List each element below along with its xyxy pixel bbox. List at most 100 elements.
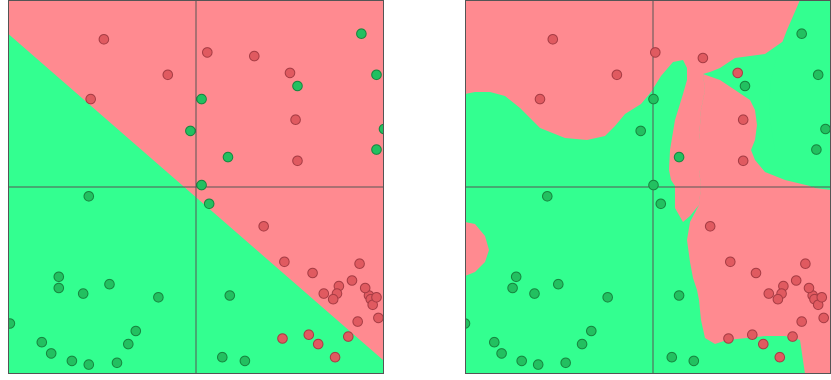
green-data-point-4 [292, 80, 303, 92]
red-data-point-21 [772, 293, 784, 305]
red-data-point-2 [534, 93, 546, 105]
green-data-point-2 [378, 123, 384, 135]
red-data-point-1 [611, 69, 623, 81]
red-data-point-14 [312, 338, 324, 350]
green-data-point-13 [489, 336, 500, 348]
green-data-point-11 [602, 292, 613, 303]
green-data-point-0 [796, 28, 808, 40]
red-data-point-8 [704, 221, 716, 232]
red-data-point-27 [373, 312, 384, 324]
red-data-point-5 [284, 67, 296, 79]
red-data-point-3 [202, 47, 213, 58]
green-data-point-0 [356, 28, 367, 40]
green-data-point-14 [496, 348, 507, 359]
green-data-point-20 [510, 271, 522, 283]
red-data-point-26 [816, 292, 828, 303]
green-data-point-8 [648, 179, 659, 191]
green-data-point-7 [673, 151, 685, 163]
red-data-point-21 [327, 293, 339, 305]
red-data-point-12 [277, 333, 288, 344]
red-data-point-15 [329, 351, 341, 363]
green-data-point-5 [196, 93, 207, 105]
green-data-point-26 [53, 282, 65, 294]
green-data-point-7 [222, 151, 234, 163]
green-data-point-25 [666, 351, 678, 363]
green-data-point-1 [812, 69, 824, 81]
green-data-point-2 [820, 123, 831, 135]
red-region-left-edge [465, 222, 489, 276]
red-data-point-13 [747, 329, 758, 341]
green-data-point-15 [516, 355, 528, 367]
red-data-point-11 [354, 258, 365, 270]
green-data-point-20 [53, 271, 65, 283]
red-data-point-28 [796, 316, 808, 327]
red-data-point-23 [359, 282, 371, 294]
green-data-point-22 [77, 288, 89, 299]
green-data-point-19 [123, 338, 134, 350]
red-data-point-0 [98, 34, 110, 45]
red-data-point-26 [371, 292, 382, 303]
green-data-point-17 [560, 357, 571, 369]
green-data-point-15 [66, 355, 78, 367]
red-data-point-28 [352, 316, 364, 327]
green-data-point-19 [576, 338, 588, 350]
green-data-point-18 [586, 325, 597, 337]
green-data-point-10 [542, 191, 553, 202]
red-data-point-17 [790, 275, 802, 286]
red-data-point-18 [318, 288, 330, 299]
red-data-point-6 [737, 114, 749, 125]
green-data-point-13 [36, 336, 48, 348]
red-data-point-4 [697, 52, 709, 64]
green-data-point-6 [635, 125, 646, 137]
red-data-point-11 [800, 258, 811, 270]
red-data-point-18 [763, 288, 775, 299]
red-data-point-16 [343, 331, 354, 342]
green-data-point-17 [111, 357, 123, 369]
red-data-point-7 [737, 155, 749, 167]
scatter-chart-linear-boundary [8, 0, 384, 374]
green-data-point-3 [371, 144, 382, 155]
red-data-point-4 [249, 50, 260, 62]
green-data-point-23 [673, 290, 685, 301]
green-data-point-12 [465, 318, 471, 329]
red-data-point-6 [290, 114, 301, 125]
plot-frame [8, 0, 384, 374]
green-data-point-26 [507, 282, 518, 294]
green-data-point-22 [529, 288, 540, 299]
red-data-point-13 [303, 329, 315, 341]
green-data-point-24 [239, 355, 251, 367]
green-data-point-1 [371, 69, 382, 81]
red-data-point-3 [650, 47, 661, 58]
green-data-point-9 [203, 198, 215, 210]
red-region-right-lobe [687, 74, 831, 374]
red-data-point-17 [346, 275, 358, 286]
green-data-point-10 [83, 191, 95, 202]
red-data-point-10 [750, 267, 762, 279]
red-data-point-2 [85, 93, 96, 105]
green-data-point-23 [224, 290, 236, 301]
green-data-point-16 [532, 359, 544, 370]
green-data-point-8 [196, 179, 207, 191]
red-region-top-left [465, 0, 800, 222]
red-data-point-5 [732, 67, 744, 79]
red-data-point-0 [547, 34, 559, 45]
red-data-point-10 [307, 267, 318, 279]
red-data-point-7 [292, 155, 303, 167]
scatter-chart-nonlinear-boundary [465, 0, 831, 374]
red-data-point-14 [758, 338, 769, 350]
red-data-point-23 [803, 282, 815, 294]
red-data-point-8 [258, 221, 269, 232]
data-points [8, 28, 384, 370]
green-data-point-9 [655, 198, 667, 210]
green-data-point-16 [83, 359, 95, 370]
green-data-point-12 [8, 318, 16, 329]
green-data-point-11 [153, 292, 164, 303]
red-data-point-16 [787, 331, 798, 342]
green-data-point-6 [185, 125, 196, 137]
red-data-point-12 [723, 333, 734, 344]
red-data-point-27 [818, 312, 830, 324]
green-data-point-21 [553, 278, 564, 290]
green-data-point-25 [217, 351, 228, 363]
red-data-point-9 [279, 256, 290, 268]
red-data-point-15 [774, 351, 786, 363]
